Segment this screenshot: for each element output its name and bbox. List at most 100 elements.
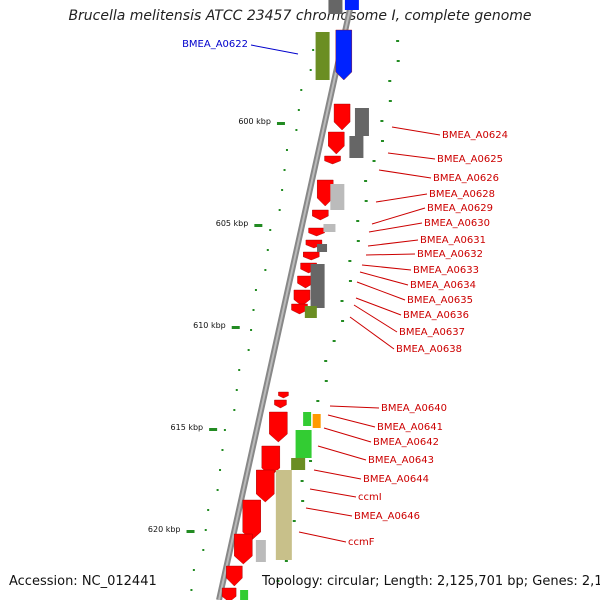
gene-label: BMEA_A0628 — [429, 189, 495, 200]
cds-arrow — [261, 445, 281, 477]
cds-arrow — [269, 411, 288, 443]
gc-tick — [233, 409, 236, 411]
leader-line — [298, 531, 347, 543]
gene-label: ccmF — [348, 537, 375, 548]
gc-tick — [324, 380, 328, 382]
chromosome-backbone — [216, 0, 355, 600]
leader-line — [313, 469, 362, 480]
gene-label: BMEA_A0622 — [182, 39, 248, 50]
leader-line — [329, 405, 380, 409]
gc-tick — [340, 300, 344, 302]
leader-line — [305, 507, 353, 517]
gene-label: BMEA_A0626 — [433, 173, 499, 184]
cds-arrow — [234, 533, 253, 565]
leader-line — [375, 193, 428, 203]
gc-tick — [341, 320, 345, 322]
gc-tick — [324, 360, 328, 362]
gc-tick — [285, 149, 288, 151]
leader-line — [359, 271, 409, 286]
blast-hit — [310, 264, 325, 308]
gene-label: BMEA_A0629 — [427, 203, 493, 214]
gc-tick — [309, 460, 313, 462]
gc-tick — [235, 389, 238, 391]
gc-tick — [348, 260, 352, 262]
gc-tick — [247, 349, 250, 351]
gene-label: BMEA_A0646 — [354, 511, 420, 522]
map-title: Brucella melitensis ATCC 23457 chromosom… — [68, 8, 532, 24]
gene-features — [221, 0, 369, 600]
gene-label: BMEA_A0635 — [407, 295, 473, 306]
gene-label: BMEA_A0637 — [399, 327, 465, 338]
cds-arrow — [324, 155, 341, 165]
gc-tick — [281, 189, 284, 191]
gene-label: BMEA_A0641 — [377, 422, 443, 433]
gene-label: BMEA_A0631 — [420, 235, 486, 246]
scale-tick-label: 610 kbp — [193, 321, 226, 330]
scale-tick-label: 615 kbp — [171, 423, 204, 432]
gc-tick — [356, 240, 360, 242]
leader-line — [367, 239, 419, 247]
scale-tick — [209, 428, 218, 431]
cog-feature — [312, 414, 321, 428]
gc-tick — [396, 60, 400, 62]
cog-feature — [304, 306, 317, 318]
leader-line — [349, 316, 395, 350]
gc-tick — [388, 80, 392, 82]
gene-label: BMEA_A0633 — [413, 265, 479, 276]
cds-arrow — [303, 251, 320, 261]
leader-line — [309, 488, 357, 498]
gc-tick — [278, 209, 281, 211]
leader-line — [323, 427, 372, 443]
label-leaders — [250, 44, 441, 543]
gene-label: BMEA_A0638 — [396, 344, 462, 355]
gc-tick — [264, 269, 267, 271]
gc-tick — [364, 180, 368, 182]
gc-tick — [388, 100, 392, 102]
gc-skew-ticks — [190, 40, 400, 591]
gc-tick — [223, 429, 226, 431]
gc-tick — [238, 369, 241, 371]
leader-line — [387, 152, 436, 160]
blast-hit — [323, 224, 336, 232]
gc-tick — [276, 580, 280, 582]
scale-ticks: 600 kbp 605 kbp 610 kbp 615 kbp 620 kbp — [148, 117, 285, 534]
gene-label: BMEA_A0636 — [403, 310, 469, 321]
blast-hit — [317, 244, 328, 252]
cds-arrow — [291, 303, 308, 315]
gene-label: BMEA_A0634 — [410, 280, 476, 291]
cog-feature — [303, 412, 312, 426]
cog-feature — [240, 590, 249, 600]
gc-tick — [356, 220, 360, 222]
blue-feature — [344, 0, 359, 10]
gc-tick — [207, 509, 210, 511]
leader-line — [327, 414, 376, 428]
leader-line — [378, 169, 432, 179]
leader-line — [368, 222, 423, 233]
blast-hit — [330, 184, 345, 210]
gc-tick — [219, 469, 222, 471]
gc-tick — [297, 109, 300, 111]
gc-tick — [216, 489, 219, 491]
leader-line — [355, 297, 402, 316]
gc-tick — [295, 129, 298, 131]
scale-tick — [276, 122, 285, 125]
cog-feature — [315, 32, 330, 80]
blast-hit — [349, 136, 364, 158]
scale-tick-label: 600 kbp — [238, 117, 271, 126]
gc-tick — [254, 289, 257, 291]
leader-line — [391, 126, 441, 136]
cds-arrow — [221, 587, 237, 600]
cds-arrow — [256, 469, 275, 503]
gc-tick — [283, 169, 286, 171]
gc-tick — [348, 280, 352, 282]
blast-hit — [255, 540, 266, 562]
gene-label: BMEA_A0630 — [424, 218, 490, 229]
gene-label: BMEA_A0644 — [363, 474, 429, 485]
cds-arrow — [293, 289, 311, 307]
cog-feature — [275, 470, 292, 560]
gene-label: BMEA_A0625 — [437, 154, 503, 165]
gene-label: ccmI — [358, 492, 382, 503]
gc-tick — [316, 400, 320, 402]
gene-label: BMEA_A0643 — [368, 455, 434, 466]
